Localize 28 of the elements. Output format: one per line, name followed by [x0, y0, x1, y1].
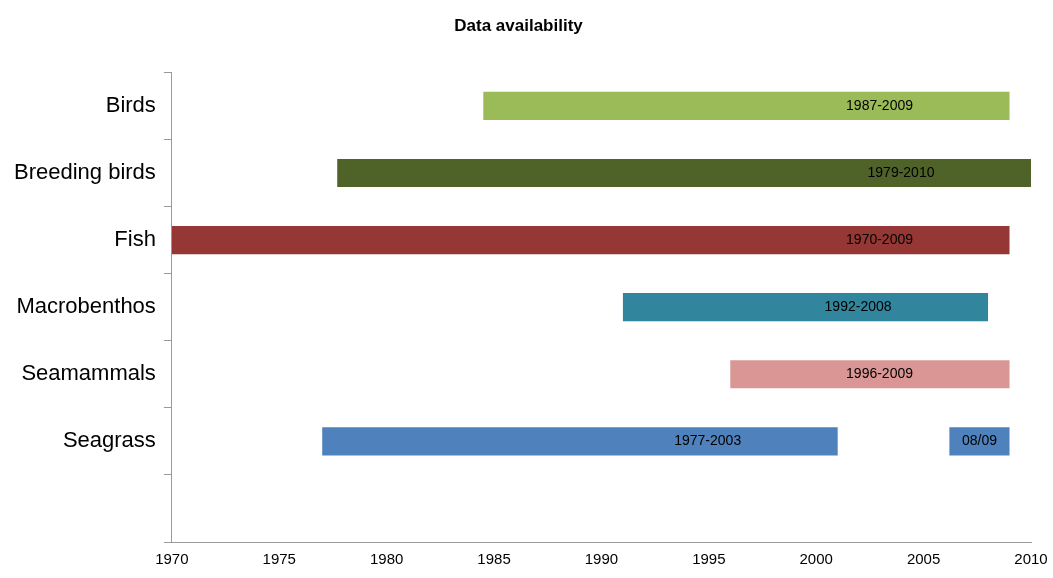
bar: [730, 360, 1010, 389]
y-tick-label: Seamammals: [21, 360, 156, 386]
data-label: 1979-2010: [867, 163, 935, 180]
bar: [483, 91, 1010, 121]
x-tick-label: 1970: [155, 550, 189, 568]
x-tick-label: 2005: [906, 550, 941, 568]
y-tick-label: Birds: [105, 92, 156, 118]
bar: [622, 293, 989, 322]
data-label: 1970-2009: [846, 230, 914, 247]
bar: [171, 226, 1010, 255]
x-tick-label: 1980: [369, 550, 404, 568]
y-tick-label: Seagrass: [62, 427, 156, 453]
y-tick-label: Breeding birds: [13, 159, 156, 185]
x-tick-label: 2000: [799, 550, 833, 568]
data-label: 08/09: [961, 432, 998, 449]
x-tick-label: 1990: [584, 550, 619, 568]
x-tick-label: 1995: [692, 550, 726, 568]
y-tick-label: Fish: [114, 226, 156, 252]
x-tick-label: 1985: [477, 550, 511, 568]
chart-title: Data availability: [454, 15, 584, 35]
data-label: 1996-2009: [846, 365, 914, 382]
bar: [337, 158, 1031, 188]
data-label: 1987-2009: [846, 96, 914, 113]
y-tick-label: Macrobenthos: [16, 293, 156, 319]
x-tick-label: 1975: [262, 550, 296, 568]
x-tick-label: 2010: [1014, 550, 1048, 568]
data-label: 1977-2003: [674, 432, 742, 449]
data-label: 1992-2008: [824, 298, 892, 315]
